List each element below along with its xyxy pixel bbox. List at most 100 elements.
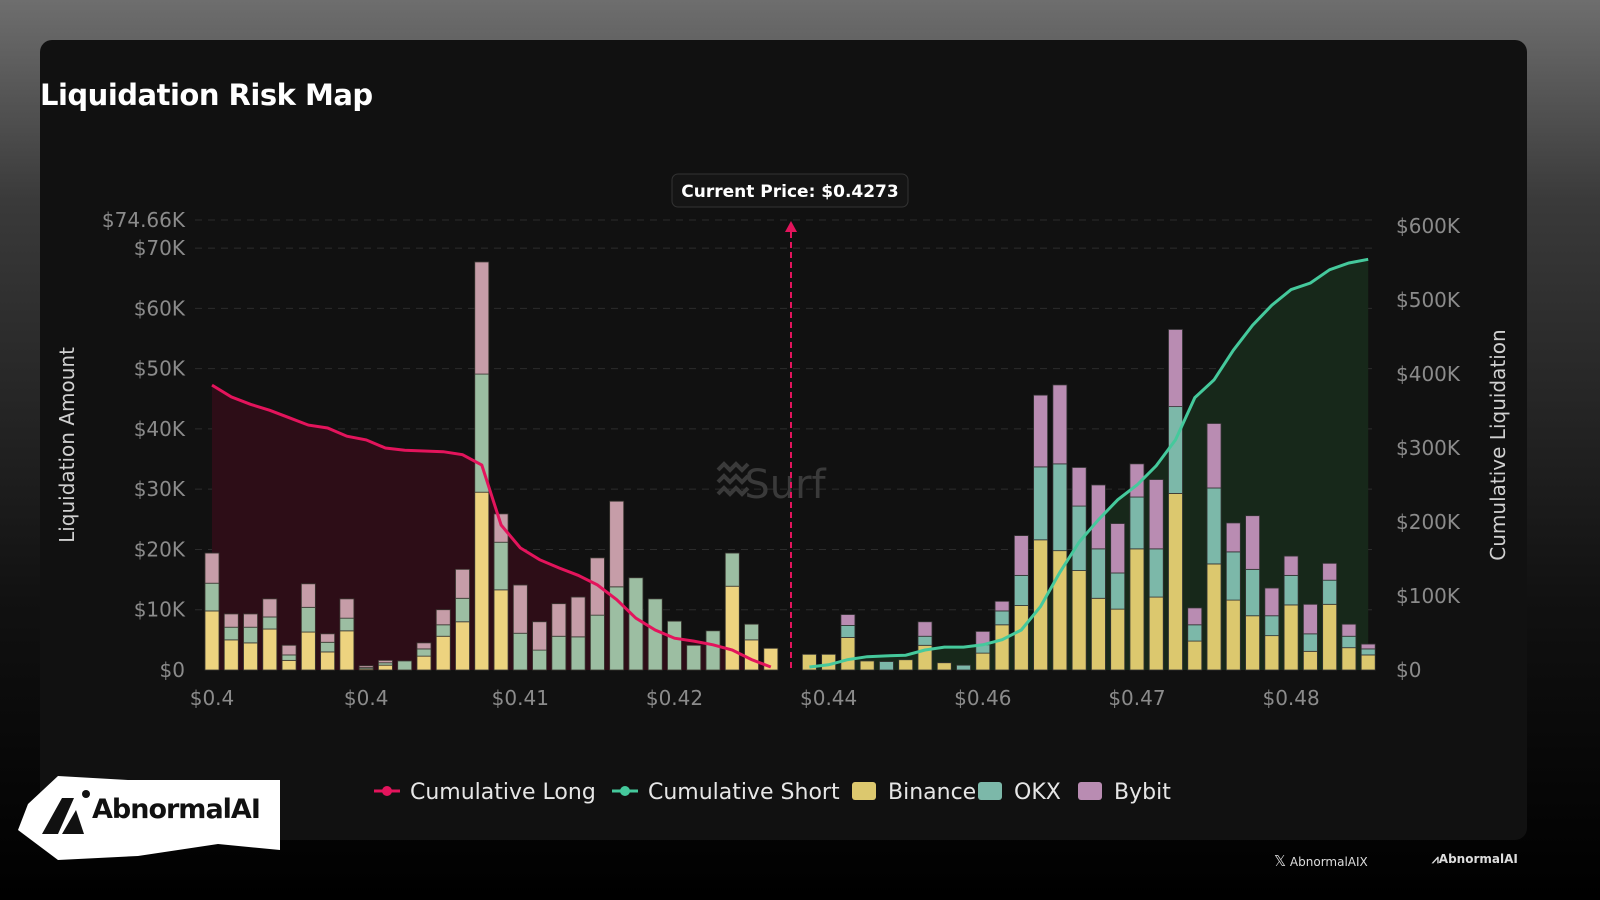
legend-dot-icon [382, 786, 392, 796]
bar-okx [281, 654, 297, 661]
bar-bybit [1071, 467, 1087, 507]
bar-okx [397, 660, 413, 671]
bar-binance [859, 660, 875, 671]
bar-binance [1360, 654, 1376, 671]
bar-okx [262, 616, 278, 630]
x-tick-label: $0.46 [954, 686, 1011, 710]
legend-swatch-icon [978, 782, 1002, 800]
bar-binance [320, 651, 336, 671]
logo-text: AbnormalAI [92, 794, 261, 825]
bar-bybit [1052, 384, 1068, 465]
y-tick-label: $50K [134, 357, 186, 381]
y-tick-label: $74.66K [102, 208, 186, 232]
bar-binance [378, 664, 393, 671]
y2-tick-label: $600K [1396, 214, 1461, 238]
footer-logo: ⩘AbnormalAI [1432, 852, 1518, 867]
footer-logo-text: AbnormalAI [1438, 852, 1518, 866]
bar-binance [1052, 550, 1068, 671]
bar-okx [1052, 463, 1068, 552]
y2-tick-label: $300K [1396, 436, 1461, 460]
bar-okx [840, 624, 856, 638]
bar-okx [474, 373, 490, 493]
x-tick-label: $0.41 [492, 686, 549, 710]
cumulative-long-line [211, 383, 772, 669]
bar-okx [879, 661, 894, 671]
bar-okx [1129, 496, 1145, 550]
bar-okx [243, 626, 258, 644]
bar-okx [532, 649, 547, 671]
bar-bybit [262, 598, 278, 618]
bar-okx [1322, 579, 1338, 605]
y2-tick-label: $100K [1396, 584, 1461, 608]
x-tick-label: $0.4 [344, 686, 389, 710]
bar-okx [1013, 574, 1029, 606]
bar-okx [628, 577, 644, 671]
bar-binance [936, 662, 952, 671]
footer-handle-text: AbnormalAIX [1289, 855, 1368, 869]
bar-bybit [455, 568, 470, 599]
bar-bybit [300, 583, 316, 608]
bar-binance [994, 624, 1010, 671]
bar-bybit [917, 621, 933, 637]
bar-binance [975, 652, 991, 671]
bar-bybit [493, 513, 509, 543]
page-title: Liquidation Risk Map [40, 78, 373, 112]
bar-bybit [994, 600, 1010, 612]
bar-bybit [1245, 515, 1260, 570]
bar-binance [474, 491, 490, 671]
bar-bybit [358, 665, 374, 668]
y-tick-label: $20K [134, 537, 186, 561]
y2-tick-label: $500K [1396, 288, 1461, 312]
bar-okx [744, 623, 759, 641]
current-price-label: Current Price: $0.4273 [681, 182, 898, 202]
bar-bybit [1187, 607, 1203, 626]
abnormalai-mark-icon: ⩘ [1432, 852, 1439, 866]
bar-binance [1110, 608, 1126, 671]
bar-okx [1245, 568, 1260, 617]
bar-bybit [570, 596, 586, 638]
bar-binance [493, 589, 509, 671]
x-tick-label: $0.44 [800, 686, 857, 710]
bar-bybit [1033, 394, 1049, 468]
bar-okx [956, 664, 971, 671]
y-tick-label: $10K [134, 598, 186, 622]
bar-bybit [1283, 555, 1299, 576]
bar-okx [917, 635, 933, 646]
bar-okx [686, 644, 702, 671]
bar-binance [435, 635, 451, 671]
cumulative-long-area [212, 385, 771, 670]
bar-okx [590, 614, 605, 671]
bar-binance [1148, 596, 1164, 671]
current-price-tooltip [671, 173, 909, 208]
legend-dot-icon [620, 786, 630, 796]
legend-item: Cumulative Short [648, 780, 840, 805]
current-price-arrow-icon [785, 221, 797, 232]
y-tick-label: $40K [134, 417, 186, 441]
bar-okx [320, 641, 336, 653]
footer-x-handle[interactable]: 𝕏 AbnormalAIX [1274, 852, 1368, 870]
bar-bybit [1091, 484, 1106, 550]
y2-axis-label: Cumulative Liquidation [1486, 329, 1510, 560]
bar-bybit [1225, 522, 1241, 553]
bar-okx [435, 624, 451, 637]
bar-binance [1168, 492, 1183, 671]
bar-okx [512, 632, 528, 671]
bar-binance [1091, 597, 1106, 671]
bar-binance [339, 630, 355, 671]
bar-okx [493, 541, 509, 591]
cumulative-short-line [809, 257, 1369, 669]
bar-okx [1033, 466, 1049, 541]
bar-okx [705, 630, 721, 671]
bar-binance [1264, 635, 1280, 671]
y-tick-label: $70K [134, 236, 186, 260]
bar-bybit [551, 603, 567, 637]
bar-bybit [243, 613, 258, 628]
bar-okx [551, 635, 567, 671]
bar-binance [1283, 604, 1299, 671]
bar-binance [1071, 570, 1087, 671]
legend-swatch-icon [852, 782, 876, 800]
legend-item: OKX [1014, 780, 1061, 805]
bar-okx [1283, 574, 1299, 606]
bar-bybit [378, 659, 393, 664]
